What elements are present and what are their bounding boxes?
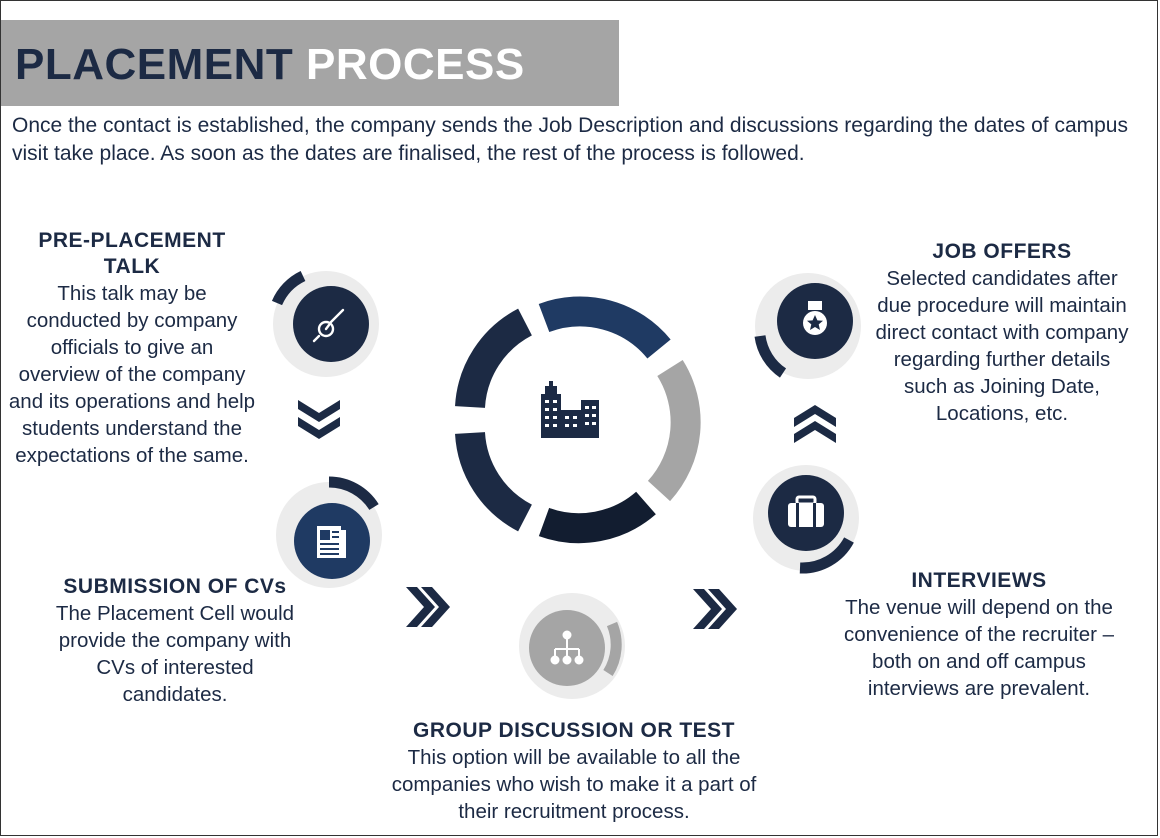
step-description: The venue will depend on the convenience… xyxy=(843,596,1115,700)
node-pre-placement-talk xyxy=(271,271,379,377)
step-description: This talk may be conducted by company of… xyxy=(8,282,256,467)
step-heading: INTERVIEWS xyxy=(911,569,1047,592)
step-group-discussion: GROUP DISCUSSION OR TEST This option wil… xyxy=(378,718,770,825)
step-description: The Placement Cell would provide the com… xyxy=(55,602,295,706)
node-arc xyxy=(603,621,622,676)
step-submission-of-cvs: SUBMISSION OF CVs The Placement Cell wou… xyxy=(55,574,295,708)
ring-segment-left-bottom xyxy=(455,431,533,532)
step-heading: JOB OFFERS xyxy=(932,240,1072,263)
title-part1: PLACEMENT xyxy=(15,40,294,89)
chevron-right-icon xyxy=(406,587,450,627)
chevron-down-icon xyxy=(298,400,340,439)
title-banner: PLACEMENT PROCESS xyxy=(1,20,619,106)
chevron-up-icon xyxy=(794,405,836,443)
pen-watch-icon xyxy=(312,308,345,343)
intro-text: Once the contact is established, the com… xyxy=(12,114,1128,165)
step-description: Selected candidates after due procedure … xyxy=(875,267,1129,425)
node-group-discussion xyxy=(519,593,625,699)
step-description: This option will be available to all the… xyxy=(391,746,757,823)
buildings-icon xyxy=(541,381,599,438)
document-icon xyxy=(317,526,346,558)
center-ring xyxy=(455,296,701,544)
ring-segment-bottom xyxy=(538,491,656,544)
ring-segment-left-top xyxy=(455,308,533,409)
step-heading: GROUP DISCUSSION OR TEST xyxy=(413,719,735,742)
node-interviews xyxy=(753,465,859,574)
node-arc xyxy=(328,476,379,511)
node-job-offers xyxy=(754,273,861,379)
node-arc xyxy=(799,537,854,574)
ring-segment-right xyxy=(647,360,701,502)
title-part2: PROCESS xyxy=(306,40,525,89)
step-job-offers: JOB OFFERS Selected candidates after due… xyxy=(872,239,1132,427)
node-arc xyxy=(271,271,306,306)
step-pre-placement-talk: PRE-PLACEMENT TALK This talk may be cond… xyxy=(8,228,256,469)
ring-segment-top xyxy=(538,296,671,359)
step-heading: PRE-PLACEMENT TALK xyxy=(38,229,226,278)
step-interviews: INTERVIEWS The venue will depend on the … xyxy=(836,568,1122,702)
node-submission-of-cvs xyxy=(276,476,382,588)
step-heading: SUBMISSION OF CVs xyxy=(63,575,287,598)
briefcase-icon xyxy=(788,495,824,527)
node-arc xyxy=(754,335,787,378)
chevron-right-icon xyxy=(693,589,737,629)
hierarchy-icon xyxy=(550,630,584,665)
medal-icon xyxy=(803,301,827,335)
